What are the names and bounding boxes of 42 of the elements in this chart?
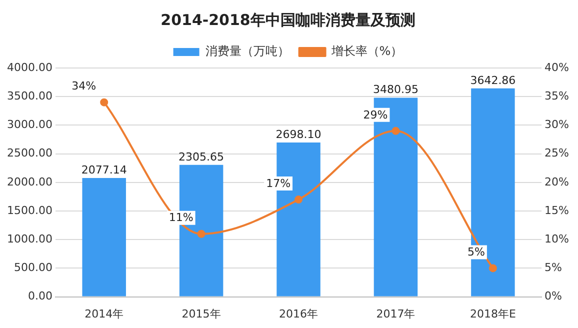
y-tick-label: 3500.00 (6, 89, 52, 102)
data-label: 29% (363, 108, 388, 122)
data-label: 5% (467, 246, 485, 259)
y2-tick-label: 0% (544, 290, 562, 303)
y-tick-label: 0.00 (28, 290, 52, 303)
data-label: 3642.86 (470, 74, 516, 87)
point (392, 126, 400, 135)
y2-tick-label: 10% (544, 232, 570, 246)
x-tick-label: 2017年 (376, 307, 416, 320)
bar (82, 178, 126, 296)
y-tick-label: 3000.00 (6, 118, 52, 132)
y2-tick-label: 15% (544, 204, 570, 217)
point (488, 264, 497, 272)
y-tick-label: 1000.00 (6, 232, 52, 246)
x-tick-label: 2018年E (470, 307, 516, 320)
y2-tick-label: 5% (544, 261, 562, 274)
data-label: 34% (72, 80, 96, 93)
y2-tick-label: 40% (544, 60, 570, 74)
y-tick-label: 2000.00 (6, 175, 52, 188)
chart-title: 2014-2018年中国咖啡消费量及预测 (160, 10, 416, 29)
legend-label: 增长率（%） (330, 44, 403, 58)
y2-tick-label: 30% (544, 118, 570, 132)
point (294, 196, 303, 204)
y-tick-label: 2500.00 (6, 146, 52, 160)
y-tick-label: 500.00 (14, 261, 52, 274)
point (197, 230, 206, 238)
x-tick-label: 2016年 (279, 307, 318, 320)
data-label: 11% (168, 211, 194, 224)
y2-tick-label: 35% (544, 89, 570, 102)
legend-label: 消费量（万吨） (205, 44, 290, 58)
data-label: 2305.65 (178, 150, 224, 164)
x-tick-label: 2015年 (182, 307, 221, 320)
data-label: 2077.14 (81, 163, 127, 176)
x-tick-label: 2014年 (84, 307, 124, 320)
data-label: 2698.10 (276, 128, 322, 141)
point (100, 98, 108, 106)
data-label: 17% (266, 176, 291, 190)
y-tick-label: 1500.00 (6, 204, 52, 217)
data-label: 3480.95 (372, 83, 418, 96)
y2-tick-label: 20% (544, 175, 570, 188)
y-tick-label: 4000.00 (6, 60, 52, 74)
y2-tick-label: 25% (544, 146, 570, 160)
